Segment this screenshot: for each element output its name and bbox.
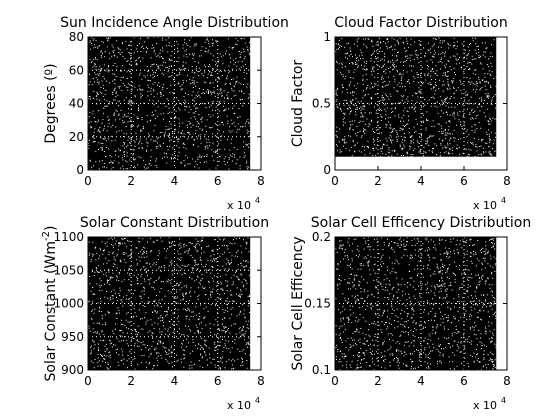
x-tick-label: 6 — [214, 174, 222, 188]
x-tick-label: 8 — [257, 374, 265, 388]
scatter-points-dense — [88, 237, 251, 370]
x-exponent-label: x 10 — [227, 199, 251, 212]
subplot-3: 0 2 4 6 8 900 950 1000 1050 1100 x 10 4 Solar Consta… — [41, 215, 269, 412]
x-tick-label: 6 — [214, 374, 222, 388]
x-tick-label: 6 — [460, 374, 468, 388]
x-tick-label: 4 — [417, 374, 425, 388]
x-exponent: 4 — [501, 196, 506, 205]
x-tick-label: 2 — [374, 174, 382, 188]
x-exponent: 4 — [255, 396, 260, 405]
y-tick-label: 1050 — [53, 263, 84, 277]
x-exponent: 4 — [501, 396, 506, 405]
x-tick-label: 2 — [374, 374, 382, 388]
x-tick-label: 8 — [257, 174, 265, 188]
chart-title: Cloud Factor Distribution — [334, 15, 507, 31]
x-tick-label: 0 — [331, 174, 339, 188]
x-tick-label: 0 — [84, 374, 92, 388]
chart-title: Solar Cell Efficency Distribution — [311, 215, 531, 231]
y-tick-label: 60 — [69, 63, 84, 77]
x-exponent-label: x 10 — [227, 399, 251, 412]
y-tick-label: 1100 — [53, 230, 84, 244]
y-tick-label: 0.2 — [312, 230, 331, 244]
x-tick-label: 0 — [331, 374, 339, 388]
y-tick-label: 1 — [323, 30, 331, 44]
y-axis-label: Solar Constant (Wm-2) — [41, 226, 59, 382]
y-tick-label: 80 — [69, 30, 84, 44]
y-tick-label: 0.5 — [312, 97, 331, 111]
x-tick-label: 0 — [84, 174, 92, 188]
chart-title: Sun Incidence Angle Distribution — [60, 15, 289, 31]
y-tick-label: 0 — [76, 163, 84, 177]
y-tick-label: 0 — [323, 163, 331, 177]
y-tick-label: 0.15 — [304, 297, 331, 311]
y-tick-label: 950 — [61, 330, 84, 344]
y-tick-label: 40 — [69, 97, 84, 111]
x-tick-label: 2 — [127, 374, 135, 388]
x-tick-label: 2 — [127, 174, 135, 188]
x-exponent-label: x 10 — [473, 199, 497, 212]
y-tick-label: 900 — [61, 363, 84, 377]
x-exponent-label: x 10 — [473, 399, 497, 412]
x-tick-label: 4 — [417, 174, 425, 188]
subplot-2: 0 2 4 6 8 0 0.5 1 x 10 4 Cloud Factor Distribution… — [290, 15, 511, 212]
x-tick-label: 4 — [171, 374, 179, 388]
x-tick-label: 4 — [171, 174, 179, 188]
y-tick-label: 20 — [69, 130, 84, 144]
y-axis-label: Cloud Factor — [290, 60, 306, 148]
y-axis-label: Degrees (º) — [43, 63, 59, 143]
chart-title: Solar Constant Distribution — [80, 215, 269, 231]
y-tick-label: 0.1 — [312, 363, 331, 377]
scatter-points-dense — [335, 37, 497, 157]
y-axis-label: Solar Cell Efficency — [290, 236, 306, 370]
subplot-4: 0 2 4 6 8 0.1 0.15 0.2 x 10 4 Solar Cell Efficency… — [290, 215, 531, 412]
y-tick-label: 1000 — [53, 297, 84, 311]
x-tick-label: 8 — [503, 174, 511, 188]
x-tick-label: 8 — [503, 374, 511, 388]
x-exponent: 4 — [255, 196, 260, 205]
x-tick-label: 6 — [460, 174, 468, 188]
